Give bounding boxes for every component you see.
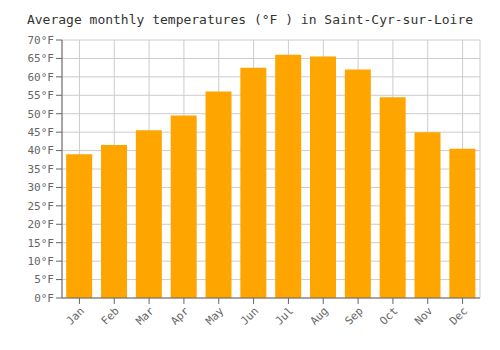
svg-text:50°F: 50°F	[28, 108, 55, 121]
svg-text:10°F: 10°F	[28, 255, 55, 268]
svg-text:65°F: 65°F	[28, 52, 55, 65]
svg-text:Dec: Dec	[447, 304, 470, 327]
svg-text:55°F: 55°F	[28, 89, 55, 102]
svg-text:0°F: 0°F	[34, 292, 54, 305]
svg-text:Aug: Aug	[308, 304, 331, 327]
svg-text:25°F: 25°F	[28, 200, 55, 213]
svg-text:Jan: Jan	[64, 304, 87, 327]
svg-text:30°F: 30°F	[28, 181, 55, 194]
svg-text:Mar: Mar	[133, 304, 157, 328]
svg-text:40°F: 40°F	[28, 144, 55, 157]
svg-text:60°F: 60°F	[28, 71, 55, 84]
svg-text:Nov: Nov	[412, 304, 436, 328]
svg-text:5°F: 5°F	[34, 273, 54, 286]
svg-text:35°F: 35°F	[28, 163, 55, 176]
svg-text:Apr: Apr	[168, 304, 192, 328]
svg-text:Sep: Sep	[342, 304, 365, 327]
svg-text:Oct: Oct	[377, 304, 400, 327]
svg-text:20°F: 20°F	[28, 218, 55, 231]
svg-text:Feb: Feb	[99, 304, 122, 327]
html-text:Average monthly temperatures (: Average monthly temperatures (°F ) in Sa…	[26, 12, 474, 27]
svg-text:15°F: 15°F	[28, 237, 55, 250]
svg-text:45°F: 45°F	[28, 126, 55, 139]
svg-text:May: May	[203, 304, 227, 328]
svg-text:Jul: Jul	[273, 304, 296, 327]
svg-text:70°F: 70°F	[28, 34, 55, 47]
svg-text:Jun: Jun	[238, 304, 261, 327]
